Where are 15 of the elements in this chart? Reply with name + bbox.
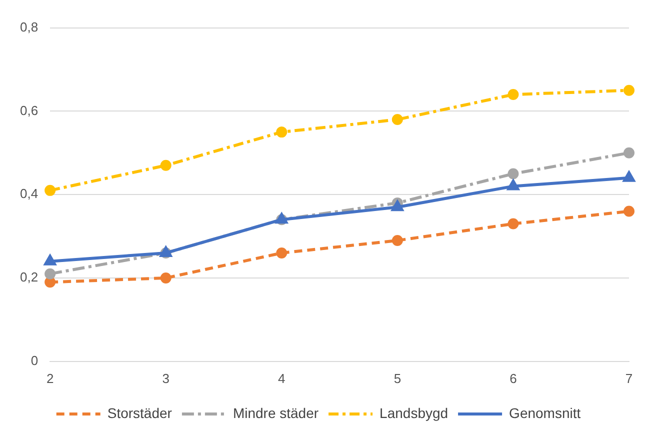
legend-label: Landsbygd [380, 404, 448, 421]
y-tick-label: 0,8 [20, 19, 38, 34]
y-tick-label: 0,6 [20, 102, 38, 118]
legend-label: Genomsnitt [509, 404, 581, 421]
x-tick-label: 5 [394, 370, 402, 386]
x-tick-label: 6 [510, 370, 517, 386]
x-tick-label: 2 [46, 370, 54, 386]
legend-label: Storstäder [107, 404, 172, 421]
y-tick-label: 0 [30, 352, 38, 368]
legend-label: Mindre städer [232, 404, 319, 421]
x-tick-label: 7 [625, 370, 633, 386]
x-tick-label: 3 [162, 370, 170, 386]
y-tick-label: 0,4 [20, 186, 38, 202]
y-tick-label: 0,2 [20, 270, 38, 285]
x-tick-label: 4 [278, 370, 286, 386]
